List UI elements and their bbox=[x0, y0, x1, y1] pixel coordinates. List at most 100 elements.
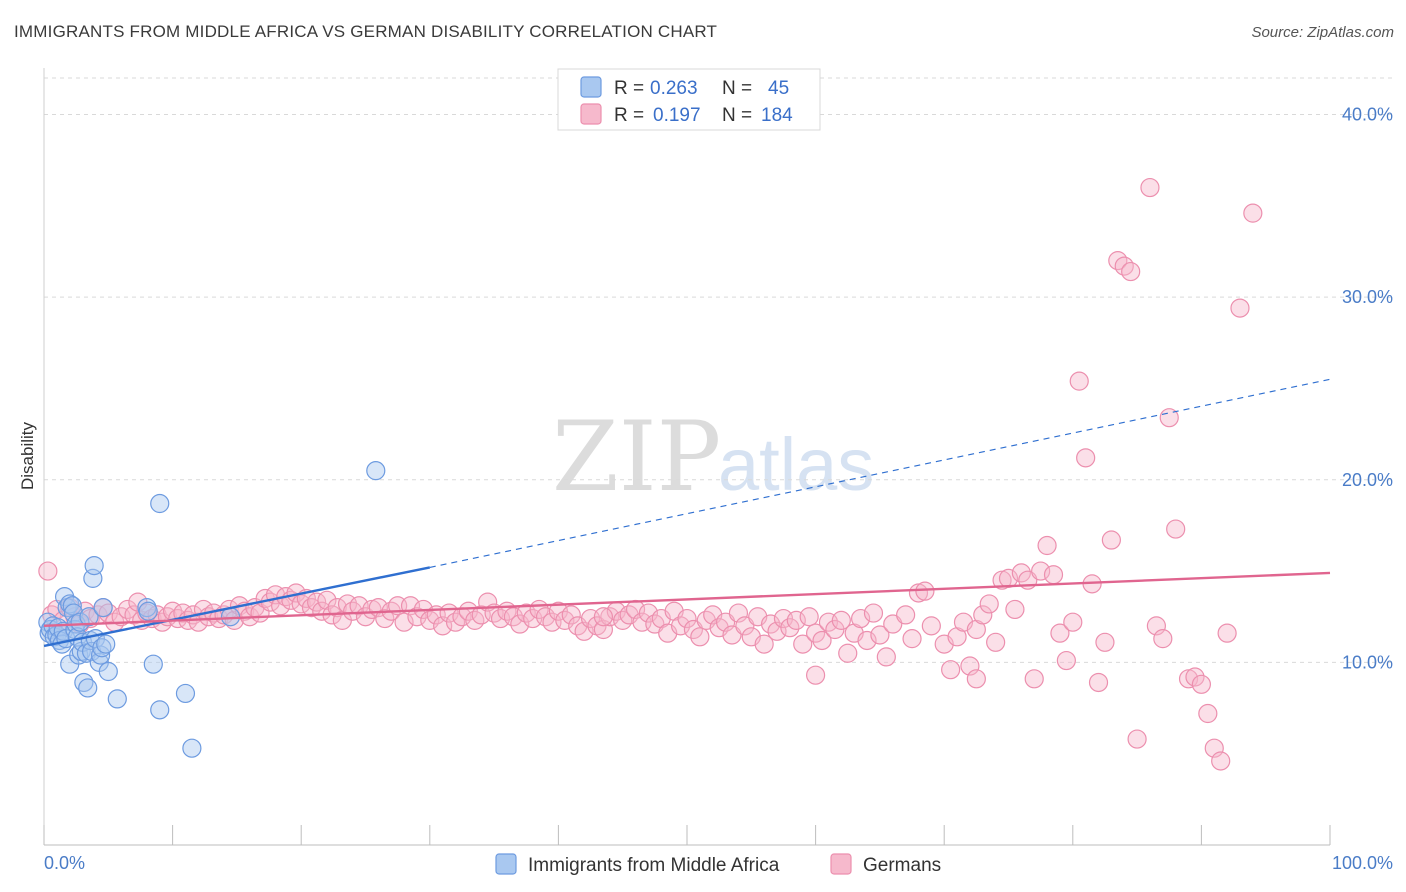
y-tick-label-0: 10.0% bbox=[1342, 652, 1393, 672]
germans-point bbox=[1011, 563, 1031, 583]
legend-n-value-2: 184 bbox=[761, 105, 793, 126]
germans-point bbox=[1056, 650, 1076, 671]
germans-point bbox=[1185, 667, 1205, 687]
germans-point bbox=[786, 610, 806, 630]
germans-point bbox=[805, 623, 826, 643]
germans-point bbox=[793, 634, 813, 654]
germans-point bbox=[188, 612, 208, 632]
germans-point bbox=[896, 605, 916, 625]
germans-point bbox=[863, 603, 884, 623]
bottom-legend-swatch-pink bbox=[830, 853, 852, 875]
germans-point bbox=[1024, 669, 1044, 689]
legend-swatch-pink bbox=[580, 103, 602, 125]
germans-point bbox=[1005, 599, 1025, 620]
germans-point bbox=[1121, 261, 1141, 282]
legend-n-label-2: N = bbox=[722, 105, 752, 126]
tick-labels: 10.0% 20.0% 30.0% 40.0% 0.0% 100.0% bbox=[44, 105, 1393, 873]
germans-point bbox=[593, 607, 614, 627]
legend-r-label-1: R = bbox=[614, 78, 644, 99]
germans-point bbox=[301, 597, 322, 618]
germans-point bbox=[1101, 530, 1121, 550]
germans-point bbox=[941, 660, 961, 680]
germans-point bbox=[1159, 408, 1179, 428]
middle-africa-point bbox=[62, 596, 82, 616]
middle-africa-point bbox=[150, 493, 170, 514]
middle-africa-point bbox=[69, 645, 89, 665]
axes bbox=[43, 68, 1331, 846]
y-axis-label: Disability bbox=[18, 421, 37, 490]
watermark-atlas: atlas bbox=[718, 423, 874, 506]
germans-point bbox=[677, 608, 697, 629]
middle-africa-point bbox=[138, 601, 158, 621]
y-tick-label-1: 20.0% bbox=[1342, 470, 1393, 490]
germans-point bbox=[1153, 629, 1173, 649]
middle-africa-point bbox=[78, 678, 98, 698]
germans-point bbox=[870, 625, 890, 645]
middle-africa-point bbox=[70, 612, 90, 632]
middle-africa-point bbox=[107, 689, 127, 709]
germans-point bbox=[1095, 632, 1115, 652]
legend-box bbox=[557, 68, 821, 131]
source-credit: Source: ZipAtlas.com bbox=[1251, 24, 1394, 41]
germans-point bbox=[375, 608, 395, 629]
germans-point bbox=[966, 669, 986, 689]
germans-point bbox=[561, 605, 581, 625]
germans-point bbox=[690, 627, 710, 647]
germans-point bbox=[915, 581, 935, 601]
germans-point bbox=[1198, 703, 1218, 724]
germans-point bbox=[812, 630, 832, 651]
middle-africa-point bbox=[366, 461, 386, 481]
middle-africa-point bbox=[150, 700, 170, 720]
germans-point bbox=[349, 596, 369, 616]
germans-point bbox=[1243, 203, 1263, 223]
germans-point bbox=[1069, 371, 1089, 391]
legend-r-value-1: 0.263 bbox=[650, 78, 698, 99]
germans-point bbox=[1166, 519, 1186, 539]
germans-point bbox=[1217, 623, 1237, 643]
germans-point bbox=[1127, 729, 1147, 749]
germans-point bbox=[805, 665, 826, 685]
germans-trend-solid bbox=[43, 571, 1331, 628]
germans-point bbox=[1031, 561, 1051, 581]
germans-point bbox=[754, 634, 774, 654]
germans-point bbox=[1140, 177, 1160, 198]
germans-point bbox=[38, 561, 58, 581]
germans-point bbox=[876, 647, 896, 667]
middle-africa-point bbox=[175, 683, 196, 704]
legend-r-label-2: R = bbox=[614, 105, 644, 126]
chart-title: IMMIGRANTS FROM MIDDLE AFRICA VS GERMAN … bbox=[14, 22, 718, 41]
germans-point bbox=[838, 643, 858, 663]
germans-point bbox=[670, 616, 691, 636]
germans-point bbox=[799, 607, 819, 627]
y-tick-label-2: 30.0% bbox=[1342, 287, 1393, 307]
germans-point bbox=[1211, 751, 1231, 771]
grid-lines bbox=[44, 77, 1396, 663]
germans-point bbox=[831, 610, 851, 630]
legend-swatch-blue bbox=[580, 76, 602, 98]
middle-africa-point bbox=[93, 597, 113, 618]
germans-point bbox=[1230, 298, 1250, 318]
germans-point bbox=[407, 607, 427, 627]
germans-point bbox=[1037, 535, 1057, 556]
germans-point bbox=[979, 594, 999, 614]
germans-point bbox=[1043, 565, 1064, 585]
middle-africa-trend-solid bbox=[43, 566, 431, 648]
germans-point bbox=[327, 597, 347, 618]
germans-point bbox=[1088, 672, 1109, 693]
middle-africa-point bbox=[79, 607, 99, 627]
germans-point bbox=[317, 590, 337, 610]
bottom-legend-label-1: Immigrants from Middle Africa bbox=[528, 855, 780, 876]
middle-africa-point bbox=[98, 661, 118, 682]
germans-point bbox=[291, 594, 311, 614]
top-legend: R = 0.263 N = 45 R = 0.197 N = 184 bbox=[557, 68, 821, 131]
middle-africa-point bbox=[92, 638, 112, 658]
legend-n-label-1: N = bbox=[722, 78, 752, 99]
germans-point bbox=[1076, 448, 1096, 468]
bottom-legend-label-2: Germans bbox=[863, 855, 941, 876]
bottom-legend-swatch-blue bbox=[495, 853, 517, 875]
middle-africa-point bbox=[90, 645, 111, 665]
middle-africa-point bbox=[84, 555, 104, 576]
germans-point bbox=[1191, 674, 1212, 694]
legend-n-value-1: 45 bbox=[768, 78, 789, 99]
